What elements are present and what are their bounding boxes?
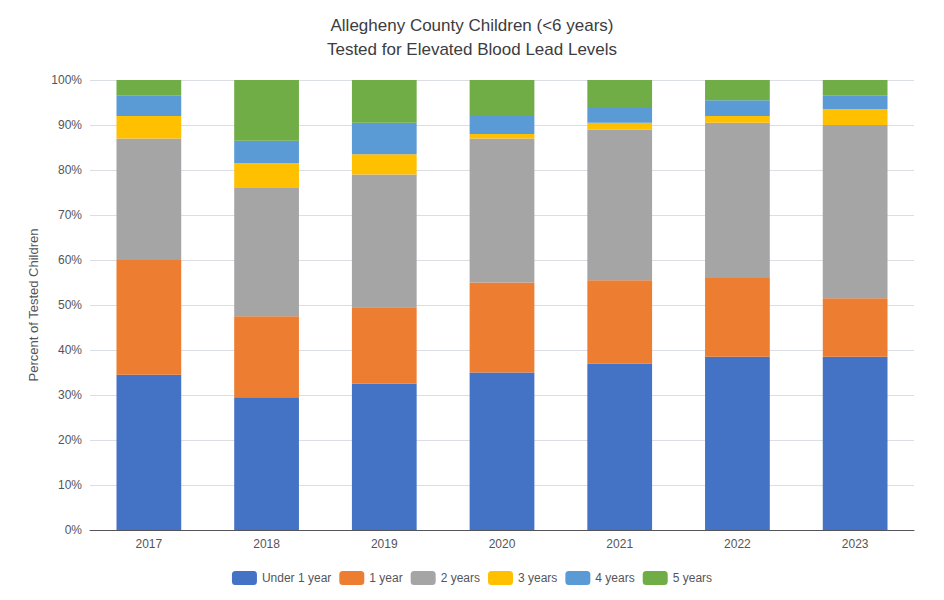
svg-text:0%: 0% [65,523,83,537]
svg-text:2022: 2022 [724,537,751,551]
svg-text:Tested for Elevated Blood Lead: Tested for Elevated Blood Lead Levels [327,40,617,59]
svg-text:2020: 2020 [489,537,516,551]
svg-text:2 years: 2 years [441,571,480,585]
svg-text:20%: 20% [58,433,82,447]
svg-text:80%: 80% [58,163,82,177]
svg-text:30%: 30% [58,388,82,402]
svg-text:2021: 2021 [606,537,633,551]
svg-text:70%: 70% [58,208,82,222]
svg-text:Allegheny County Children (<6: Allegheny County Children (<6 years) [330,16,613,35]
svg-text:Under 1 year: Under 1 year [262,571,331,585]
svg-text:5 years: 5 years [673,571,712,585]
svg-text:2017: 2017 [136,537,163,551]
svg-text:2019: 2019 [371,537,398,551]
svg-text:3 years: 3 years [518,571,557,585]
svg-text:2018: 2018 [253,537,280,551]
svg-text:4 years: 4 years [595,571,634,585]
svg-text:90%: 90% [58,118,82,132]
svg-text:1 year: 1 year [369,571,402,585]
svg-text:2023: 2023 [842,537,869,551]
svg-text:10%: 10% [58,478,82,492]
svg-text:100%: 100% [51,73,82,87]
svg-text:60%: 60% [58,253,82,267]
svg-text:40%: 40% [58,343,82,357]
svg-text:Percent of Tested Children: Percent of Tested Children [26,229,41,382]
svg-text:50%: 50% [58,298,82,312]
